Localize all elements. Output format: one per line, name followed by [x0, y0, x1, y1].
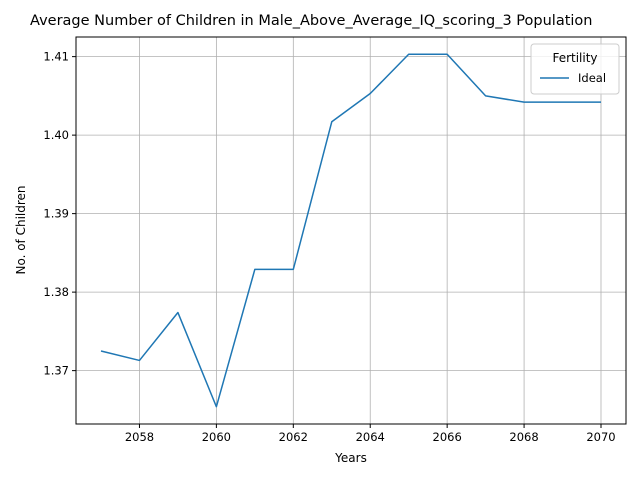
- y-tick-label: 1.41: [43, 50, 69, 64]
- x-tick-label: 2058: [125, 430, 154, 444]
- x-tick-label: 2064: [356, 430, 385, 444]
- plot-frame: [75, 36, 627, 425]
- legend-label-ideal: Ideal: [578, 71, 606, 85]
- legend-title: Fertility: [552, 51, 597, 65]
- x-tick-label: 2062: [279, 430, 308, 444]
- series-layer: [100, 53, 601, 408]
- y-tick-label: 1.40: [43, 128, 69, 142]
- y-axis-ticks: 1.37 1.38 1.39 1.40 1.41: [43, 50, 76, 378]
- legend: Fertility Ideal: [530, 43, 620, 95]
- grid: [76, 37, 626, 424]
- y-axis-label: No. of Children: [14, 185, 28, 274]
- chart-title: Average Number of Children in Male_Above…: [30, 13, 592, 29]
- series-line-ideal: [100, 53, 601, 408]
- legend-box: [530, 43, 620, 95]
- y-tick-label: 1.39: [43, 207, 69, 221]
- x-tick-label: 2068: [509, 430, 538, 444]
- y-tick-label: 1.38: [43, 285, 69, 299]
- x-axis-ticks: 2058 2060 2062 2064 2066 2068 2070: [125, 424, 616, 444]
- x-tick-label: 2070: [586, 430, 615, 444]
- y-tick-label: 1.37: [43, 364, 69, 378]
- x-tick-label: 2060: [202, 430, 231, 444]
- x-tick-label: 2066: [433, 430, 462, 444]
- x-axis-label: Years: [334, 451, 367, 465]
